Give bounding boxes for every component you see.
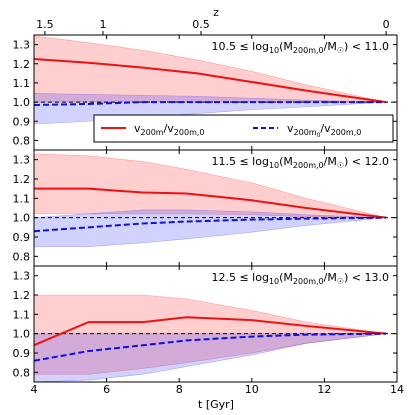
panel-title: 10.5 ≤ log10(M200m,0/M☉) < 11.0 xyxy=(211,40,389,55)
top-axis-ticks: 1.5 1 0.5 0 xyxy=(36,18,390,35)
y-tick-label: 1.0 xyxy=(13,96,31,109)
y-tick-label: 1.0 xyxy=(13,328,31,341)
x-axis-label: t [Gyr] xyxy=(198,398,234,411)
panel-plot-area xyxy=(34,294,397,382)
x-tick-label: 10 xyxy=(245,383,259,396)
blue-scatter-band xyxy=(34,333,387,382)
panel-2: 0.8 0.9 1.0 1.1 1.2 1.3 11.5 ≤ log10(M200m,0/M… xyxy=(13,149,398,267)
panel-1: 0.8 0.9 1.0 1.1 1.2 1.3 10.5 ≤ log10(M200m,0/M… xyxy=(13,34,398,151)
series-v200m0-line xyxy=(34,332,387,362)
x-tick-label: 12 xyxy=(317,383,331,396)
y-tick-label: 1.1 xyxy=(13,192,31,205)
panel-3: 0.8 0.9 1.0 1.1 1.2 1.3 12.5 ≤ log10(M200m,0/M… xyxy=(13,265,398,383)
panel-plot-area xyxy=(34,35,397,125)
panel-title: 11.5 ≤ log10(M200m,0/M☉) < 12.0 xyxy=(211,155,389,170)
y-tick-label: 0.9 xyxy=(13,231,31,244)
legend: v200m/v200m,0 v200m0/v200m,0 xyxy=(93,114,394,143)
legend-frame xyxy=(93,114,394,143)
top-axis-label: z xyxy=(213,6,219,19)
top-tick-label: 0 xyxy=(383,18,390,31)
series-v200m-line xyxy=(34,57,387,104)
x-tick-label: 4 xyxy=(31,383,38,396)
y-tick-label: 0.8 xyxy=(13,250,31,263)
y-tick-label: 1.2 xyxy=(13,58,31,71)
x-tick-label: 14 xyxy=(390,383,404,396)
red-scatter-band xyxy=(34,294,387,375)
series-v200m0-line xyxy=(34,101,387,106)
y-tick-label: 0.9 xyxy=(13,347,31,360)
y-tick-label: 1.1 xyxy=(13,77,31,90)
panel-frame xyxy=(33,265,398,383)
x-axis-ticks: 4 6 8 10 12 14 xyxy=(31,383,405,396)
top-tick-label: 1.5 xyxy=(36,18,54,31)
series-v200m-line xyxy=(34,316,387,347)
panel-plot-area xyxy=(34,153,397,247)
y-tick-label: 1.2 xyxy=(13,289,31,302)
y-tick-label: 1.0 xyxy=(13,212,31,225)
series-v200m0-line xyxy=(34,216,387,233)
top-tick-label: 0.5 xyxy=(192,18,210,31)
y-tick-label: 1.3 xyxy=(13,270,31,283)
y-tick-label: 0.8 xyxy=(13,134,31,147)
y-tick-label: 1.3 xyxy=(13,39,31,52)
panel-title: 12.5 ≤ log10(M200m,0/M☉) < 13.0 xyxy=(211,271,389,286)
y-tick-label: 1.3 xyxy=(13,154,31,167)
y-tick-label: 1.1 xyxy=(13,308,31,321)
x-tick-label: 6 xyxy=(103,383,110,396)
y-tick-label: 0.8 xyxy=(13,366,31,379)
series-v200m-line xyxy=(34,187,387,219)
y-tick-label: 0.9 xyxy=(13,115,31,128)
red-scatter-band xyxy=(34,153,387,218)
x-tick-label: 8 xyxy=(176,383,183,396)
top-tick-label: 1 xyxy=(99,18,106,31)
y-tick-label: 1.2 xyxy=(13,173,31,186)
